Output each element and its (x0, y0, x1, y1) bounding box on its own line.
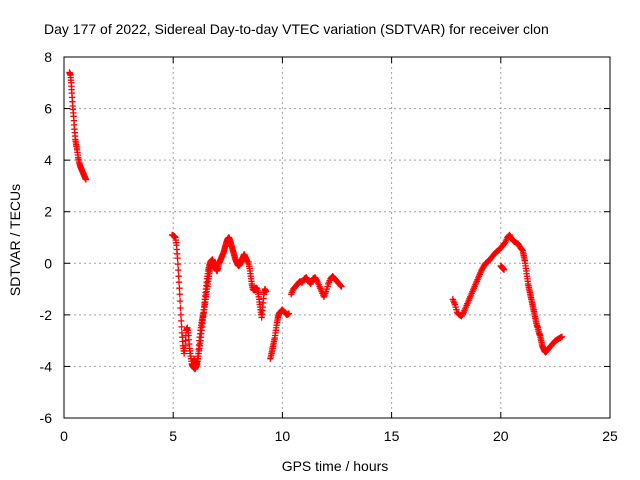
x-tick-label: 25 (602, 428, 618, 444)
data-point (175, 266, 182, 274)
y-tick-label: 0 (44, 255, 52, 271)
data-point (558, 333, 566, 340)
grid (64, 57, 610, 418)
y-tick-label: 8 (44, 49, 52, 65)
data-point (176, 291, 183, 298)
y-axis-title: SDTVAR / TECUs (7, 184, 23, 296)
data-point (500, 266, 508, 273)
y-tick-label: -6 (40, 410, 53, 426)
x-tick-label: 20 (493, 428, 509, 444)
data-point (285, 310, 293, 317)
data-point (82, 176, 90, 183)
data-point (175, 278, 183, 286)
data-point (174, 260, 182, 268)
y-tick-label: 4 (44, 152, 52, 168)
data-point (262, 288, 270, 295)
data-point (177, 304, 184, 312)
data-points (66, 69, 566, 373)
data-point (459, 310, 467, 317)
data-point (175, 272, 182, 280)
y-tick-label: -4 (40, 358, 53, 374)
chart-title: Day 177 of 2022, Sidereal Day-to-day VTE… (44, 21, 549, 37)
data-point (178, 317, 185, 325)
x-tick-label: 5 (169, 428, 177, 444)
data-point (178, 323, 185, 331)
data-point (209, 257, 216, 264)
plot-frame (63, 56, 611, 419)
x-tick-label: 10 (275, 428, 291, 444)
x-tick-label: 15 (384, 428, 400, 444)
data-point (176, 297, 184, 305)
y-tick-label: -2 (40, 307, 53, 323)
y-tick-label: 6 (44, 101, 52, 117)
data-point (313, 276, 320, 284)
x-tick-label: 0 (60, 428, 68, 444)
data-point (337, 282, 344, 289)
y-tick-label: 2 (44, 204, 52, 220)
data-point (338, 283, 345, 290)
x-axis-title: GPS time / hours (282, 458, 389, 474)
data-point (174, 254, 181, 262)
data-point (176, 285, 183, 292)
data-point (177, 311, 185, 319)
axis-ticks: 0 5 10 15 20 25 -6 -4 -2 0 2 4 6 8 (40, 49, 618, 444)
